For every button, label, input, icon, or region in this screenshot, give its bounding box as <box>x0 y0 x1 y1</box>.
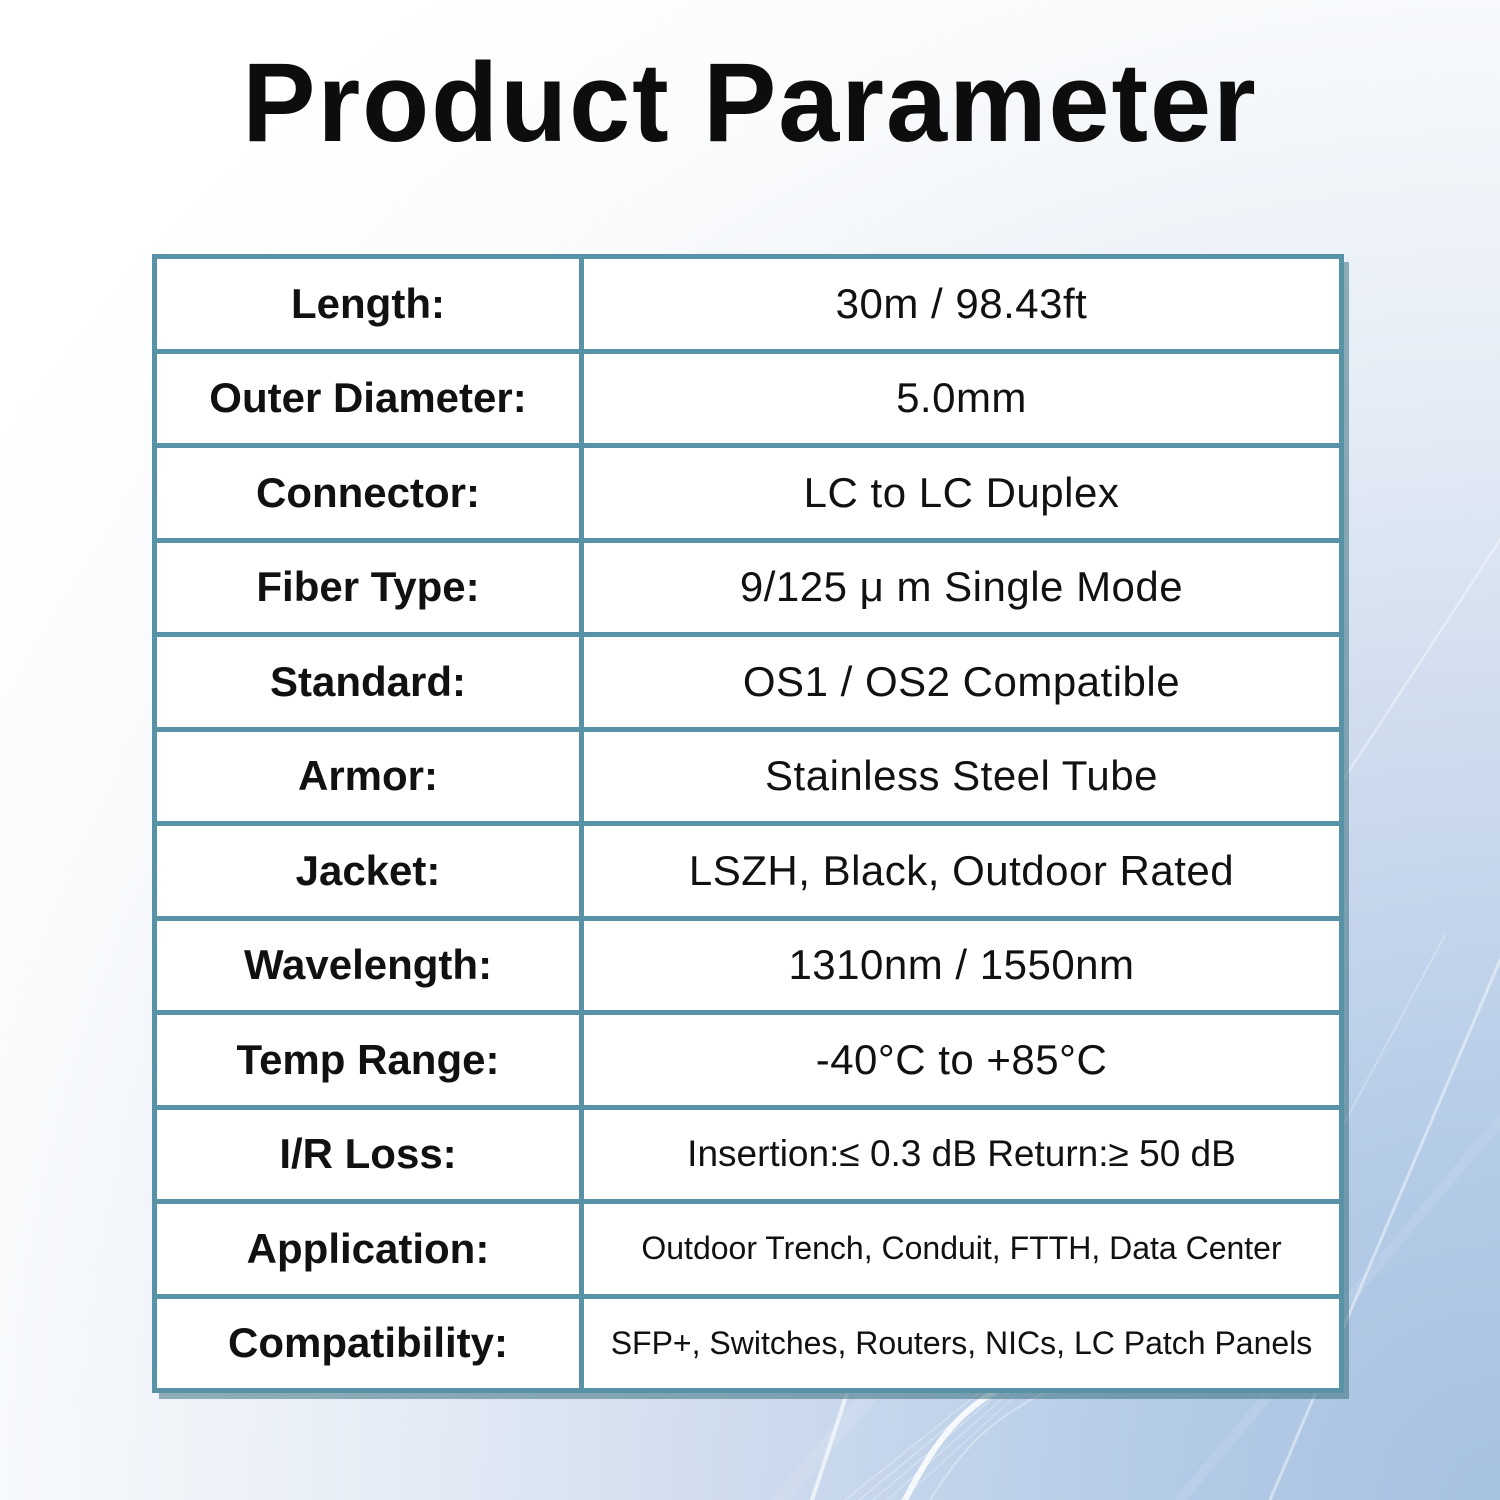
param-value: 5.0mm <box>579 348 1344 448</box>
table-row: Compatibility: SFP+, Switches, Routers, … <box>152 1293 1344 1393</box>
table-row: Armor: Stainless Steel Tube <box>152 726 1344 826</box>
table-row: Temp Range: -40°C to +85°C <box>152 1010 1344 1110</box>
param-value: SFP+, Switches, Routers, NICs, LC Patch … <box>579 1293 1344 1393</box>
param-label: Armor: <box>152 726 584 826</box>
param-label: Application: <box>152 1199 584 1299</box>
table-row: Standard: OS1 / OS2 Compatible <box>152 632 1344 732</box>
param-label: Fiber Type: <box>152 537 584 637</box>
page-title: Product Parameter <box>242 40 1258 165</box>
param-label: I/R Loss: <box>152 1104 584 1204</box>
param-label: Outer Diameter: <box>152 348 584 448</box>
param-label: Wavelength: <box>152 915 584 1015</box>
param-value: Stainless Steel Tube <box>579 726 1344 826</box>
param-value: Insertion:≤ 0.3 dB Return:≥ 50 dB <box>579 1104 1344 1204</box>
param-value: 1310nm / 1550nm <box>579 915 1344 1015</box>
table-row: Jacket: LSZH, Black, Outdoor Rated <box>152 821 1344 921</box>
table-row: Connector: LC to LC Duplex <box>152 443 1344 543</box>
param-value: LSZH, Black, Outdoor Rated <box>579 821 1344 921</box>
param-value: 9/125 μ m Single Mode <box>579 537 1344 637</box>
param-value: 30m / 98.43ft <box>579 254 1344 354</box>
param-label: Temp Range: <box>152 1010 584 1110</box>
param-label: Length: <box>152 254 584 354</box>
product-parameter-table: Length: 30m / 98.43ft Outer Diameter: 5.… <box>152 254 1344 1393</box>
param-value: -40°C to +85°C <box>579 1010 1344 1110</box>
table-row: Wavelength: 1310nm / 1550nm <box>152 915 1344 1015</box>
param-label: Compatibility: <box>152 1293 584 1393</box>
param-label: Connector: <box>152 443 584 543</box>
table-row: Length: 30m / 98.43ft <box>152 254 1344 354</box>
table-row: Application: Outdoor Trench, Conduit, FT… <box>152 1199 1344 1299</box>
param-label: Standard: <box>152 632 584 732</box>
table-row: Fiber Type: 9/125 μ m Single Mode <box>152 537 1344 637</box>
param-value: OS1 / OS2 Compatible <box>579 632 1344 732</box>
table-row: I/R Loss: Insertion:≤ 0.3 dB Return:≥ 50… <box>152 1104 1344 1204</box>
table-row: Outer Diameter: 5.0mm <box>152 348 1344 448</box>
param-label: Jacket: <box>152 821 584 921</box>
param-value: LC to LC Duplex <box>579 443 1344 543</box>
param-value: Outdoor Trench, Conduit, FTTH, Data Cent… <box>579 1199 1344 1299</box>
